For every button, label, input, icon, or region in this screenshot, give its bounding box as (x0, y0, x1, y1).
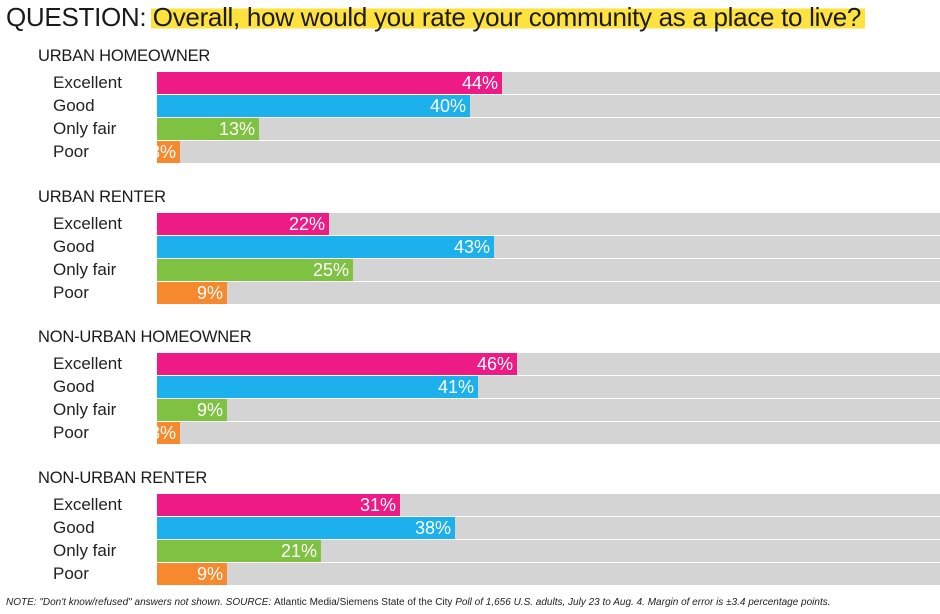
bar-value-label: 25% (312, 260, 349, 280)
category-label: Poor (53, 283, 89, 302)
bar-track: 31% (157, 494, 940, 516)
bar-row: Excellent 31% (0, 494, 940, 516)
bar-track: 21% (157, 540, 940, 562)
category-label: Good (53, 96, 95, 115)
chart-panel: URBAN HOMEOWNER Excellent 44% Good 40% Only f… (0, 47, 940, 164)
category-label: Poor (53, 564, 89, 583)
bar-track: 9% (157, 399, 940, 421)
bar-track: 3% (150, 141, 940, 163)
bar-track: 41% (157, 376, 940, 398)
bar: 9% (157, 563, 227, 585)
chart-panel: NON-URBAN HOMEOWNER Excellent 46% Good 41% On… (0, 328, 940, 445)
bar-track: 25% (157, 259, 940, 281)
note-prefix: NOTE: "Don't know/refused" answers not s… (6, 597, 274, 608)
bar-track: 9% (157, 282, 940, 304)
bar: 44% (157, 72, 502, 94)
category-label: Only fair (53, 119, 117, 138)
bar-value-label: 22% (288, 214, 325, 234)
bar-value-label: 13% (218, 119, 255, 139)
bar-row: Only fair 25% (0, 259, 940, 281)
chart-panel: URBAN RENTER Excellent 22% Good 43% Only fair… (0, 188, 940, 305)
bar-track: 38% (157, 517, 940, 539)
bar: 9% (157, 282, 227, 304)
bar: 38% (157, 517, 455, 539)
category-label: Poor (53, 423, 89, 442)
bar-row: Poor 3% (0, 422, 940, 444)
bar-track: 44% (157, 72, 940, 94)
footnote: NOTE: "Don't know/refused" answers not s… (6, 597, 831, 608)
panel-title: NON-URBAN RENTER (38, 469, 208, 487)
bar-row: Only fair 9% (0, 399, 940, 421)
bar-row: Poor 9% (0, 563, 940, 585)
bar: 25% (157, 259, 353, 281)
category-label: Excellent (53, 495, 122, 514)
bar-row: Good 43% (0, 236, 940, 258)
bar-row: Good 38% (0, 517, 940, 539)
bar: 3% (150, 141, 180, 163)
bar: 40% (157, 95, 470, 117)
bar-value-label: 21% (280, 541, 317, 561)
panel-title: NON-URBAN HOMEOWNER (38, 328, 252, 346)
bar-value-label: 9% (196, 564, 223, 584)
bar-value-label: 31% (359, 495, 396, 515)
category-label: Excellent (53, 73, 122, 92)
category-label: Only fair (53, 541, 117, 560)
bar-value-label: 43% (453, 237, 490, 257)
bar-row: Poor 3% (0, 141, 940, 163)
bar-value-label: 9% (196, 400, 223, 420)
category-label: Good (53, 237, 95, 256)
bar-track: 9% (157, 563, 940, 585)
bar-value-label: 38% (414, 518, 451, 538)
bar: 21% (157, 540, 321, 562)
chart-title: QUESTION: Overall, how would you rate yo… (6, 2, 866, 42)
category-label: Only fair (53, 260, 117, 279)
source-name: Atlantic Media/Siemens State of the City (274, 597, 453, 608)
note-suffix: Poll of 1,656 U.S. adults, July 23 to Au… (452, 597, 831, 608)
bar: 31% (157, 494, 400, 516)
bar-row: Good 41% (0, 376, 940, 398)
bar-track: 13% (157, 118, 940, 140)
bar-track: 22% (157, 213, 940, 235)
category-label: Good (53, 377, 95, 396)
category-label: Excellent (53, 214, 122, 233)
bar-track: 43% (157, 236, 940, 258)
category-label: Good (53, 518, 95, 537)
bar: 43% (157, 236, 494, 258)
bar: 3% (150, 422, 180, 444)
chart-panel: NON-URBAN RENTER Excellent 31% Good 38% Only … (0, 469, 940, 586)
category-label: Only fair (53, 400, 117, 419)
bar: 13% (157, 118, 259, 140)
bar-track: 46% (157, 353, 940, 375)
bar-value-label: 46% (476, 354, 513, 374)
bar: 41% (157, 376, 478, 398)
category-label: Excellent (53, 354, 122, 373)
bar-row: Poor 9% (0, 282, 940, 304)
panel-title: URBAN RENTER (38, 188, 166, 206)
question-label: QUESTION: (6, 2, 147, 32)
panel-title: URBAN HOMEOWNER (38, 47, 211, 65)
bar-row: Good 40% (0, 95, 940, 117)
bar-value-label: 44% (461, 73, 498, 93)
bar: 9% (157, 399, 227, 421)
bar-row: Only fair 21% (0, 540, 940, 562)
bar-track: 40% (157, 95, 940, 117)
bar-row: Excellent 22% (0, 213, 940, 235)
bar-value-label: 9% (196, 283, 223, 303)
category-label: Poor (53, 142, 89, 161)
bar-value-label: 40% (429, 96, 466, 116)
bar: 46% (157, 353, 517, 375)
bar-value-label: 3% (149, 423, 176, 443)
bar-value-label: 3% (149, 142, 176, 162)
bar-row: Only fair 13% (0, 118, 940, 140)
bar-value-label: 41% (437, 377, 474, 397)
bar: 22% (157, 213, 329, 235)
bar-track: 3% (150, 422, 940, 444)
bar-row: Excellent 46% (0, 353, 940, 375)
bar-row: Excellent 44% (0, 72, 940, 94)
question-text: Overall, how would you rate your communi… (150, 2, 866, 32)
